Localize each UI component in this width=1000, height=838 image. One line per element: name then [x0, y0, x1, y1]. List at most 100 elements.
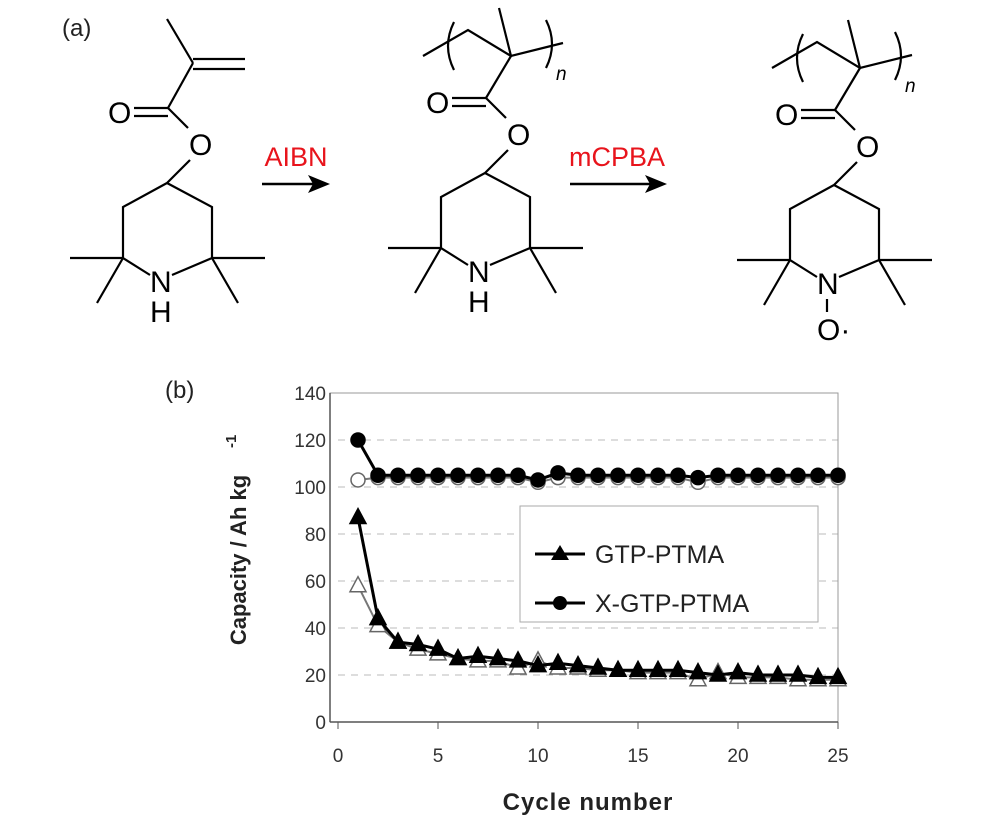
data-point-filled-circle	[550, 465, 566, 481]
data-point-filled-circle	[570, 467, 586, 483]
data-point-filled-triangle	[648, 659, 668, 678]
data-point-filled-circle	[430, 467, 446, 483]
y-tick-label: 140	[294, 384, 326, 405]
carbonyl-oxygen: O	[775, 99, 798, 132]
panel-label-b: (b)	[165, 377, 194, 404]
y-tick-label: 100	[294, 478, 326, 499]
y-tick-label: 120	[294, 431, 326, 452]
nitroxide-oxygen-radical: O·	[817, 314, 850, 347]
legend-label-gtp-ptma: GTP-PTMA	[595, 541, 724, 569]
data-point-filled-triangle	[668, 659, 688, 678]
y-tick-label: 0	[315, 713, 326, 734]
data-point-filled-circle	[350, 432, 366, 448]
data-point-filled-circle	[450, 467, 466, 483]
data-point-filled-circle	[490, 467, 506, 483]
data-point-filled-triangle	[728, 662, 748, 680]
x-tick-label: 20	[727, 746, 748, 767]
data-point-filled-triangle	[608, 659, 628, 678]
ester-oxygen: O	[507, 119, 530, 152]
data-point-filled-triangle	[688, 662, 708, 680]
carbonyl-oxygen: O	[108, 97, 131, 130]
y-axis-title: Capacity / Ah kg	[226, 475, 251, 645]
legend: GTP-PTMA X-GTP-PTMA	[519, 505, 819, 623]
data-point-filled-triangle	[568, 655, 588, 673]
data-point-filled-circle	[510, 467, 526, 483]
data-point-filled-triangle	[768, 664, 788, 682]
y-tick-label: 40	[305, 619, 326, 640]
amine-hydrogen: H	[150, 296, 172, 329]
data-point-filled-triangle	[548, 652, 568, 670]
legend-triangle-marker	[551, 545, 569, 560]
data-point-filled-triangle	[808, 666, 828, 685]
amine-hydrogen: H	[468, 286, 490, 319]
data-point-filled-circle	[710, 467, 726, 483]
data-point-filled-triangle	[708, 664, 728, 682]
data-point-filled-triangle	[368, 608, 388, 626]
data-point-filled-circle	[650, 467, 666, 483]
y-tick-label: 80	[305, 525, 326, 546]
ptma-structure: O O N O· n	[735, 19, 934, 347]
y-tick-label: 20	[305, 666, 326, 687]
legend-circle-marker	[553, 596, 567, 610]
reaction-arrow-2: mCPBA	[569, 142, 667, 193]
data-point-filled-triangle	[528, 655, 548, 673]
data-point-filled-circle	[610, 467, 626, 483]
data-point-filled-triangle	[348, 506, 368, 525]
y-axis-superscript: -1	[223, 435, 240, 448]
data-point-filled-triangle	[588, 657, 608, 675]
nitroxide-nitrogen: N	[817, 268, 839, 301]
data-point-filled-triangle	[408, 633, 428, 652]
carbonyl-oxygen: O	[426, 87, 449, 120]
y-tick-label: 60	[305, 572, 326, 593]
amine-nitrogen: N	[468, 256, 490, 289]
polymer-amine-structure: O O N H n	[386, 7, 585, 319]
data-point-filled-triangle	[388, 631, 408, 649]
data-point-filled-circle	[830, 467, 846, 483]
x-tick-label: 5	[433, 746, 444, 767]
panel-label-a: (a)	[62, 15, 91, 42]
data-point-filled-circle	[770, 467, 786, 483]
data-point-filled-circle	[790, 467, 806, 483]
ester-oxygen: O	[189, 129, 212, 162]
data-point-filled-circle	[810, 467, 826, 483]
data-point-filled-circle	[410, 467, 426, 483]
capacity-chart: 0 20 40 60 80 100 120 140 0 5 10 15 20 25	[294, 384, 848, 767]
x-tick-label: 25	[827, 746, 848, 767]
data-point-filled-triangle	[448, 647, 468, 666]
repeat-n: n	[905, 76, 916, 97]
data-point-filled-circle	[390, 467, 406, 483]
y-axis-label: Capacity / Ah kg -1	[223, 435, 251, 646]
data-point-filled-circle	[470, 467, 486, 483]
x-tick-label: 0	[333, 746, 344, 767]
monomer-structure: O O N H	[68, 18, 267, 329]
data-point-open-triangle	[348, 575, 368, 593]
data-point-filled-circle	[730, 467, 746, 483]
data-point-filled-triangle	[628, 659, 648, 678]
data-point-filled-triangle	[468, 645, 488, 663]
data-point-filled-triangle	[428, 638, 448, 656]
data-point-filled-triangle	[488, 647, 508, 666]
data-point-filled-circle	[690, 469, 706, 486]
x-axis-title: Cycle number	[503, 789, 674, 816]
data-point-filled-circle	[630, 467, 646, 483]
data-point-filled-triangle	[788, 664, 808, 682]
data-point-open-circle	[350, 472, 366, 488]
data-point-filled-triangle	[828, 666, 848, 685]
reagent-aibn: AIBN	[264, 142, 327, 172]
reaction-arrow-1: AIBN	[262, 142, 330, 193]
legend-label-x-gtp-ptma: X-GTP-PTMA	[595, 590, 749, 618]
data-point-filled-circle	[750, 467, 766, 483]
ester-oxygen: O	[856, 131, 879, 164]
data-point-filled-circle	[370, 467, 386, 483]
data-point-filled-triangle	[748, 664, 768, 682]
x-tick-label: 10	[527, 746, 548, 767]
data-point-filled-circle	[670, 467, 686, 483]
repeat-n: n	[556, 64, 567, 85]
data-point-filled-triangle	[508, 650, 528, 668]
x-tick-label: 15	[627, 746, 648, 767]
data-point-filled-circle	[530, 472, 546, 488]
amine-nitrogen: N	[150, 266, 172, 299]
data-point-filled-circle	[590, 467, 606, 483]
